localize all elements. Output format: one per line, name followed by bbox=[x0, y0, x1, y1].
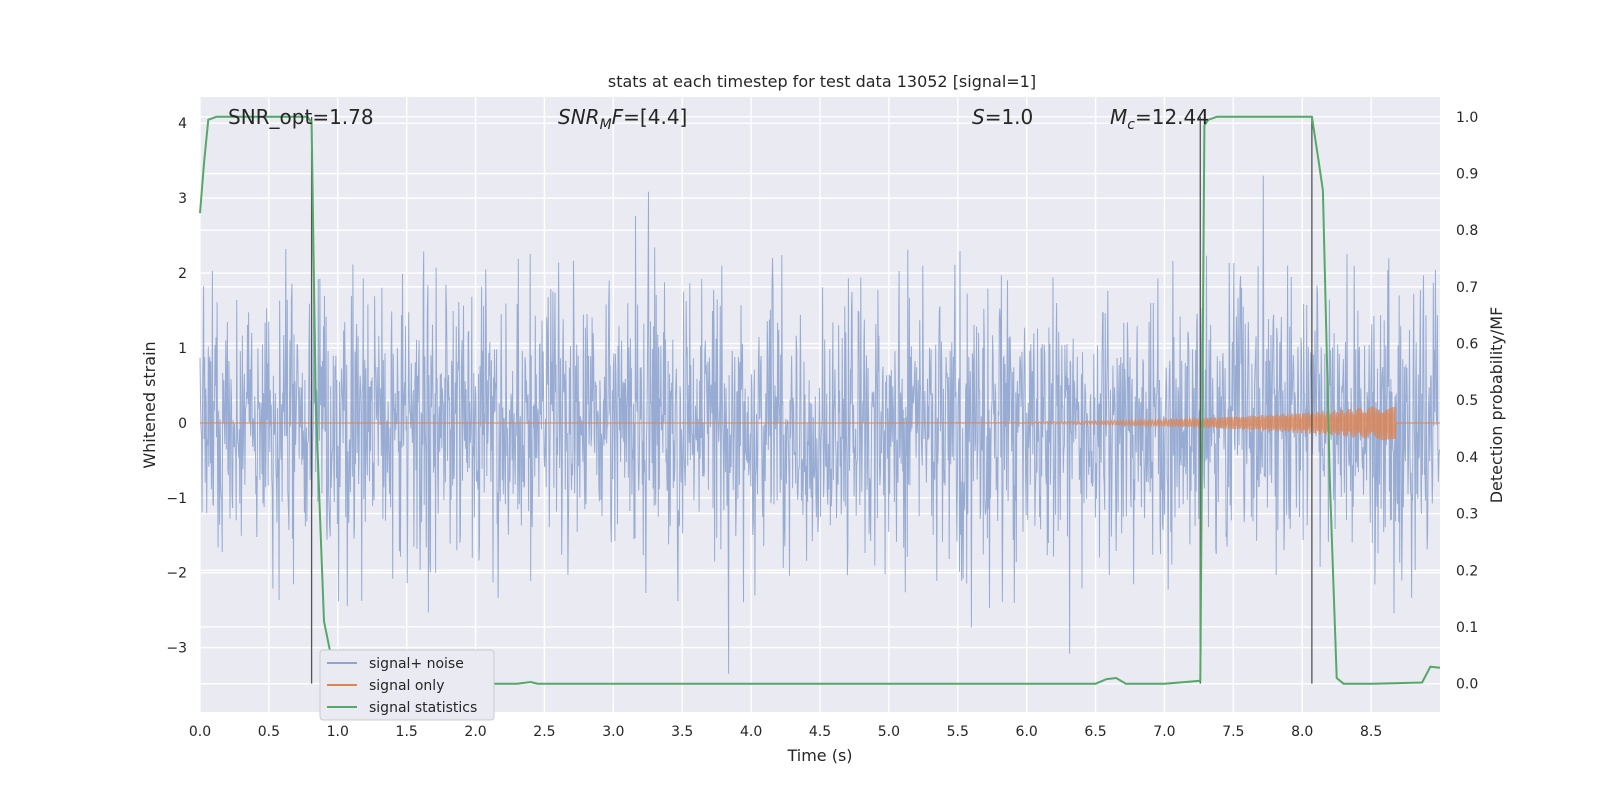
signal-statistics-line bbox=[199, 115, 1441, 685]
chart-title: stats at each timestep for test data 130… bbox=[608, 72, 1036, 91]
x-tick-label: 5.5 bbox=[947, 724, 969, 740]
x-tick-label: 6.0 bbox=[1016, 724, 1038, 740]
s-value: =1.0 bbox=[985, 105, 1034, 129]
x-tick-label: 4.5 bbox=[809, 724, 831, 740]
y-right-tick-label: 0.8 bbox=[1456, 223, 1478, 239]
series-signal-only bbox=[200, 406, 1440, 441]
signal-noise-line bbox=[199, 175, 1440, 674]
mc-symbol: M bbox=[1110, 105, 1127, 129]
x-tick-label: 7.0 bbox=[1153, 724, 1175, 740]
y-left-tick-labels: −3 −2 −1 0 1 2 3 4 bbox=[166, 116, 187, 656]
x-tick-label: 5.0 bbox=[878, 724, 900, 740]
x-tick-label: 8.5 bbox=[1360, 724, 1382, 740]
mc-value: =12.44 bbox=[1135, 105, 1209, 129]
x-axis-label: Time (s) bbox=[786, 746, 852, 765]
x-tick-label: 2.0 bbox=[464, 724, 486, 740]
y-left-tick-label: 3 bbox=[178, 191, 187, 207]
legend-label-signal-only: signal only bbox=[369, 678, 444, 694]
snr-mf-f: F bbox=[612, 105, 624, 129]
legend-label-signal-noise: signal+ noise bbox=[369, 656, 464, 672]
y-right-tick-label: 0.7 bbox=[1456, 280, 1478, 296]
annotation-snr-mf: SNRMF=[4.4] bbox=[558, 105, 687, 133]
y-left-tick-label: 1 bbox=[178, 341, 187, 357]
x-tick-label: 0.0 bbox=[189, 724, 211, 740]
s-symbol: S bbox=[972, 105, 985, 129]
y-left-tick-label: 4 bbox=[178, 116, 187, 132]
snr-mf-symbol: SNR bbox=[558, 105, 600, 129]
x-tick-label: 7.5 bbox=[1222, 724, 1244, 740]
legend: signal+ noise signal only signal statist… bbox=[319, 649, 495, 721]
annotation-snr-opt: SNR_opt=1.78 bbox=[228, 105, 374, 129]
series-signal-statistics bbox=[199, 115, 1441, 685]
legend-label-signal-statistics: signal statistics bbox=[369, 700, 477, 716]
x-tick-label: 4.0 bbox=[740, 724, 762, 740]
x-tick-label: 3.5 bbox=[671, 724, 693, 740]
y-right-tick-label: 0.3 bbox=[1456, 507, 1478, 523]
annotation-s: S=1.0 bbox=[972, 105, 1033, 129]
series-signal-noise bbox=[199, 175, 1440, 674]
mc-subscript: c bbox=[1127, 117, 1135, 133]
x-tick-label: 1.5 bbox=[396, 724, 418, 740]
x-tick-label: 3.0 bbox=[602, 724, 624, 740]
y-right-axis-label: Detection probability/MF bbox=[1487, 307, 1506, 504]
y-left-tick-label: −2 bbox=[166, 566, 187, 582]
y-left-tick-label: −3 bbox=[166, 641, 187, 657]
x-tick-labels: 0.0 0.5 1.0 1.5 2.0 2.5 3.0 3.5 4.0 4.5 5.0 5.5 6.0 6… bbox=[189, 724, 1382, 740]
signal-only-line bbox=[200, 406, 1440, 441]
x-tick-label: 1.0 bbox=[327, 724, 349, 740]
y-right-tick-label: 0.5 bbox=[1456, 393, 1478, 409]
y-right-tick-label: 0.2 bbox=[1456, 563, 1478, 579]
y-right-tick-label: 0.0 bbox=[1456, 677, 1478, 693]
x-tick-label: 6.5 bbox=[1084, 724, 1106, 740]
y-left-tick-label: 0 bbox=[178, 416, 187, 432]
y-left-tick-label: 2 bbox=[178, 266, 187, 282]
y-right-tick-label: 1.0 bbox=[1456, 110, 1478, 126]
legend-box bbox=[319, 649, 495, 721]
snr-mf-subscript: M bbox=[600, 117, 612, 133]
y-left-tick-label: −1 bbox=[166, 491, 187, 507]
y-right-tick-labels: 0.0 0.1 0.2 0.3 0.4 0.5 0.6 0.7 0.8 0.9 1.0 bbox=[1456, 110, 1478, 693]
y-right-tick-label: 0.9 bbox=[1456, 167, 1478, 183]
y-left-axis-label: Whitened strain bbox=[140, 341, 159, 468]
y-right-tick-label: 0.6 bbox=[1456, 337, 1478, 353]
x-tick-label: 0.5 bbox=[258, 724, 280, 740]
y-right-tick-label: 0.1 bbox=[1456, 620, 1478, 636]
x-tick-label: 2.5 bbox=[533, 724, 555, 740]
snr-mf-value: =[4.4] bbox=[623, 105, 687, 129]
annotation-mc: Mc=12.44 bbox=[1110, 105, 1209, 133]
y-right-tick-label: 0.4 bbox=[1456, 450, 1478, 466]
x-tick-label: 8.0 bbox=[1291, 724, 1313, 740]
